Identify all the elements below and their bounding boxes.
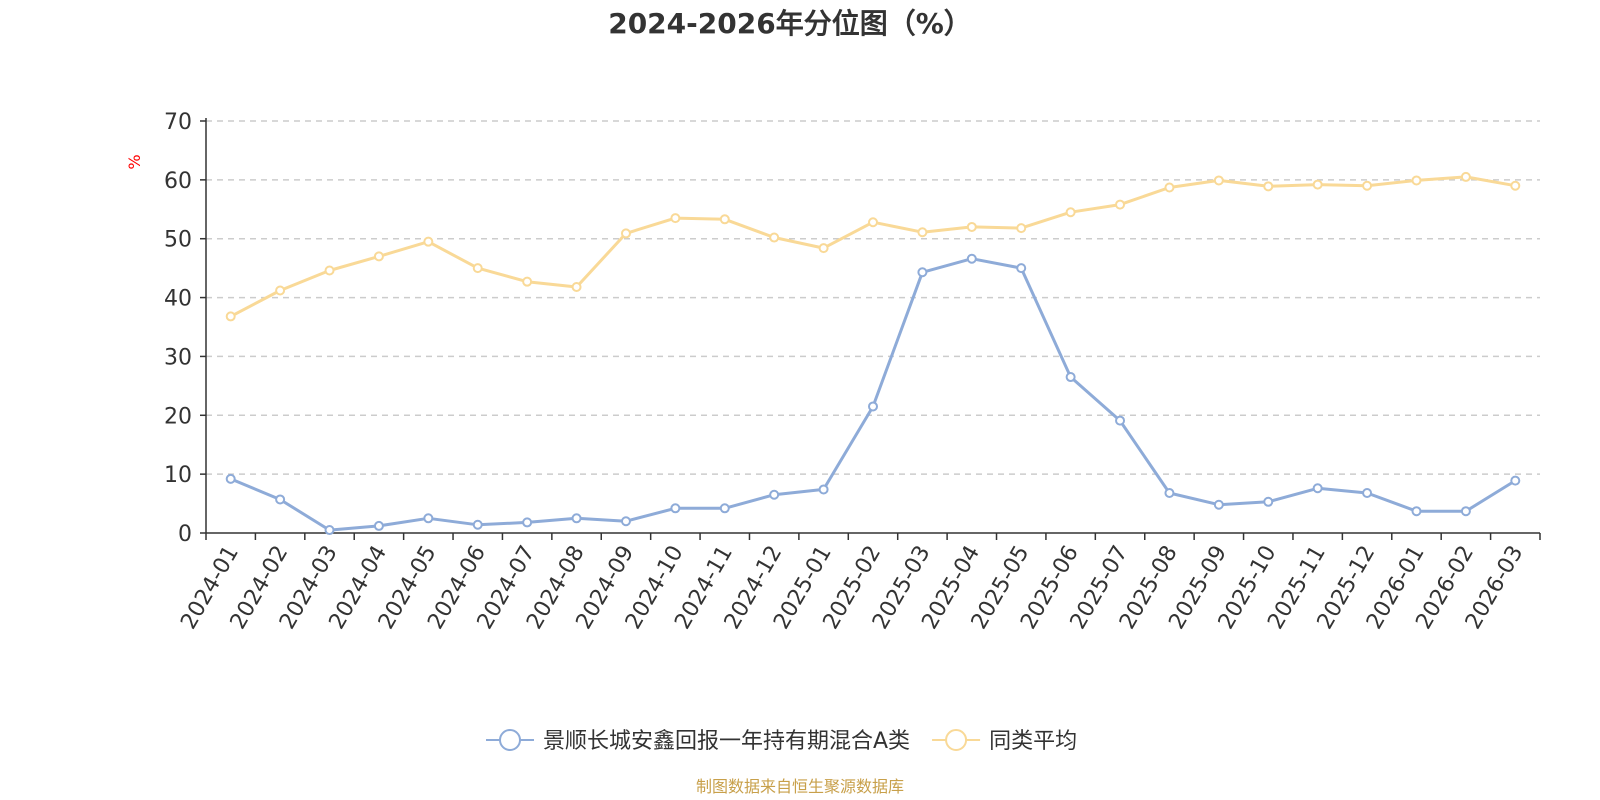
- data-point[interactable]: [423, 513, 434, 524]
- data-point[interactable]: [275, 494, 286, 505]
- data-point[interactable]: [522, 517, 533, 528]
- y-axis-unit: %: [125, 154, 144, 169]
- data-point[interactable]: [1016, 263, 1027, 274]
- data-point[interactable]: [966, 221, 977, 232]
- data-point[interactable]: [1115, 199, 1126, 210]
- data-point[interactable]: [670, 503, 681, 514]
- data-point[interactable]: [719, 503, 730, 514]
- data-point[interactable]: [1016, 223, 1027, 234]
- data-point[interactable]: [620, 516, 631, 527]
- data-point[interactable]: [571, 513, 582, 524]
- y-tick-label: 0: [178, 522, 192, 547]
- data-point[interactable]: [1312, 179, 1323, 190]
- legend[interactable]: 景顺长城安鑫回报一年持有期混合A类 同类平均: [486, 729, 1077, 754]
- data-point[interactable]: [571, 281, 582, 292]
- legend-item[interactable]: 同类平均: [932, 729, 1077, 754]
- data-point[interactable]: [1065, 372, 1076, 383]
- series-line: [230, 175, 1516, 318]
- legend-item[interactable]: 景顺长城安鑫回报一年持有期混合A类: [486, 729, 910, 754]
- data-point[interactable]: [472, 263, 483, 274]
- y-tick-label: 30: [164, 345, 192, 370]
- series-layer: [225, 171, 1521, 536]
- data-point[interactable]: [1411, 506, 1422, 517]
- data-point[interactable]: [324, 525, 335, 536]
- data-point[interactable]: [719, 214, 730, 225]
- data-point[interactable]: [917, 267, 928, 278]
- grid-lines: [206, 120, 1540, 475]
- legend-label: 同类平均: [989, 729, 1077, 754]
- data-point[interactable]: [1115, 415, 1126, 426]
- data-point[interactable]: [1362, 487, 1373, 498]
- y-tick-label: 40: [164, 287, 192, 312]
- y-tick-label: 10: [164, 463, 192, 488]
- data-point[interactable]: [818, 484, 829, 495]
- y-tick-label: 20: [164, 404, 192, 429]
- chart-title: 2024-2026年分位图（%）: [608, 7, 972, 40]
- data-point[interactable]: [522, 276, 533, 287]
- data-point[interactable]: [225, 473, 236, 484]
- series-line: [230, 257, 1517, 532]
- legend-label: 景顺长城安鑫回报一年持有期混合A类: [543, 729, 910, 754]
- data-point[interactable]: [1065, 207, 1076, 218]
- data-point[interactable]: [868, 401, 878, 412]
- data-point[interactable]: [818, 243, 829, 254]
- data-point[interactable]: [670, 213, 681, 224]
- data-point[interactable]: [620, 228, 631, 239]
- x-axis: 2024-012024-022024-032024-042024-052024-…: [176, 532, 1541, 634]
- data-point[interactable]: [423, 236, 434, 247]
- data-point[interactable]: [324, 265, 335, 276]
- y-tick-label: 60: [164, 169, 192, 194]
- data-point[interactable]: [1460, 506, 1471, 517]
- data-point[interactable]: [1164, 182, 1175, 193]
- data-point[interactable]: [1312, 483, 1323, 494]
- y-tick-label: 50: [164, 228, 192, 253]
- y-tick-label: 70: [164, 110, 192, 135]
- data-point[interactable]: [966, 253, 977, 264]
- data-point[interactable]: [1213, 499, 1224, 510]
- data-point[interactable]: [917, 227, 928, 238]
- data-point[interactable]: [1460, 171, 1471, 182]
- data-point[interactable]: [868, 217, 878, 228]
- data-point[interactable]: [1164, 487, 1175, 498]
- data-point[interactable]: [1510, 475, 1521, 486]
- data-point[interactable]: [1213, 175, 1224, 186]
- data-point[interactable]: [1263, 181, 1274, 192]
- data-point[interactable]: [275, 285, 286, 296]
- data-point[interactable]: [472, 519, 483, 530]
- data-source-note: 制图数据来自恒生聚源数据库: [696, 777, 904, 796]
- data-point[interactable]: [373, 251, 384, 262]
- data-point[interactable]: [1411, 175, 1422, 186]
- data-point[interactable]: [1263, 496, 1274, 507]
- data-point[interactable]: [1362, 180, 1373, 191]
- legend-marker: [945, 729, 968, 751]
- data-point[interactable]: [225, 311, 236, 322]
- data-point[interactable]: [769, 489, 780, 500]
- legend-marker: [499, 729, 521, 751]
- data-point[interactable]: [373, 520, 384, 531]
- data-point[interactable]: [769, 232, 780, 243]
- y-axis: 0 10 20 30 40 50 60 70: [164, 110, 207, 547]
- data-point[interactable]: [1510, 180, 1521, 191]
